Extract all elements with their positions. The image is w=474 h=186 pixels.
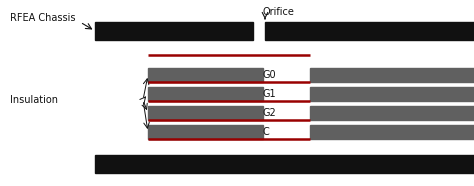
Bar [310,87,474,101]
Text: G1: G1 [263,89,277,99]
Text: Orifice: Orifice [263,7,295,17]
Bar [310,125,474,139]
Text: G0: G0 [263,70,277,80]
Bar [310,68,474,82]
Bar [310,106,474,120]
Text: Insulation: Insulation [10,95,58,105]
Text: G2: G2 [263,108,277,118]
Bar [265,22,474,40]
Bar [148,106,263,120]
Bar [148,68,263,82]
Bar [95,155,474,173]
Text: C: C [263,127,270,137]
Bar [148,87,263,101]
Text: RFEA Chassis: RFEA Chassis [10,13,75,23]
Bar [95,22,253,40]
Bar [148,125,263,139]
